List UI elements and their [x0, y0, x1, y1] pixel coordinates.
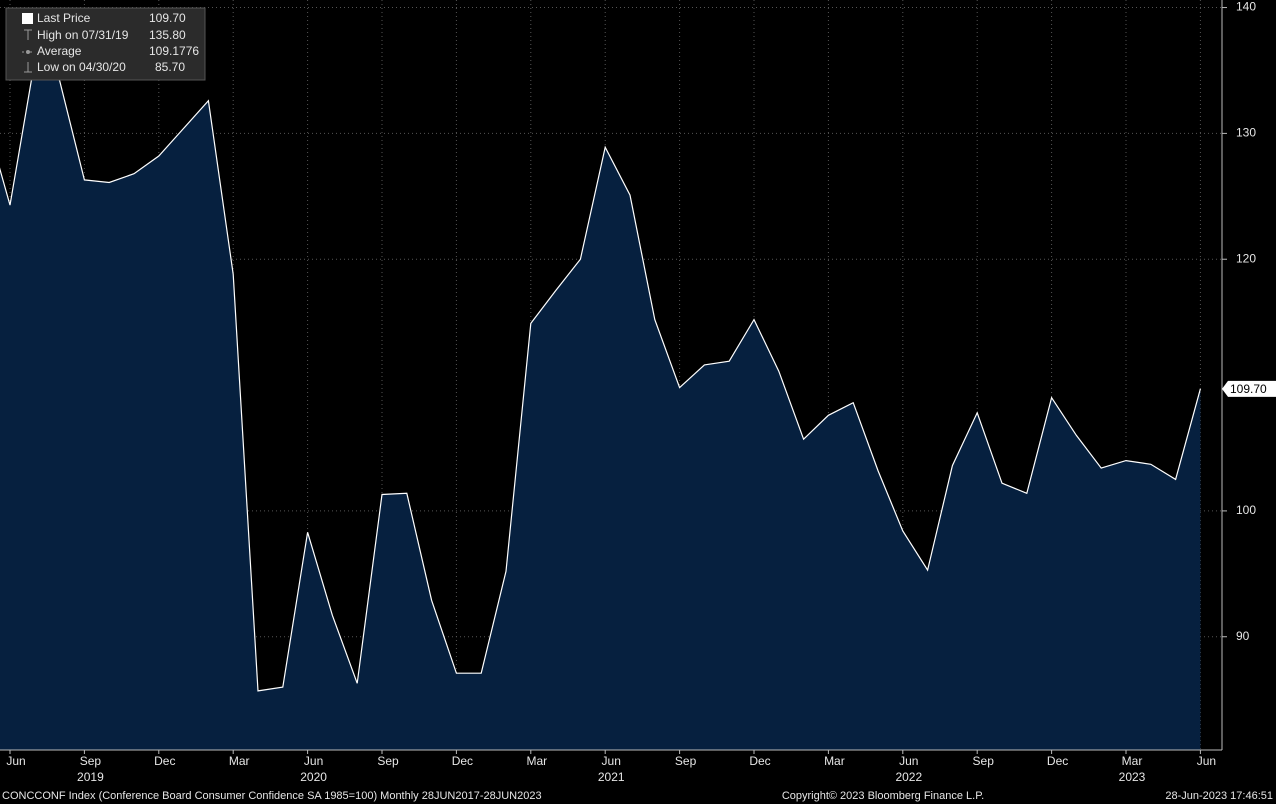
x-tick-label: Dec: [749, 754, 770, 768]
line: [0, 59, 1201, 692]
x-year-label: 2019: [77, 770, 104, 784]
x-tick-label: Mar: [1122, 754, 1143, 768]
x-tick-label: Jun: [6, 754, 25, 768]
legend-icon: [24, 62, 32, 73]
legend-value: 85.70: [155, 60, 185, 74]
x-tick-label: Jun: [304, 754, 323, 768]
legend-value: 109.1776: [149, 44, 199, 58]
y-tick-label: 100: [1236, 503, 1256, 517]
y-tick-label: 130: [1236, 126, 1256, 140]
x-tick-label: Mar: [229, 754, 250, 768]
y-tick-label: 120: [1236, 251, 1256, 265]
legend-label: Last Price: [37, 11, 91, 25]
x-tick-label: Dec: [452, 754, 473, 768]
x-tick-label: Dec: [154, 754, 175, 768]
footer-center: Copyright© 2023 Bloomberg Finance L.P.: [782, 790, 984, 802]
last-value-marker: [1222, 380, 1276, 397]
x-year-label: 2021: [598, 770, 625, 784]
x-year-label: 2020: [300, 770, 327, 784]
legend-label: High on 07/31/19: [37, 28, 129, 42]
axes: 90 100 120 130 140 Jun Sep Dec Mar Jun Sep Dec Mar Ju…: [6, 0, 1276, 784]
legend-icon: [26, 50, 30, 54]
x-tick-label: Jun: [602, 754, 621, 768]
legend-value: 109.70: [149, 11, 186, 25]
x-tick-label: Sep: [377, 754, 399, 768]
footer-left: CONCCONF Index (Conference Board Consume…: [2, 790, 542, 802]
x-year-label: 2023: [1119, 770, 1146, 784]
last-value-label: 109.70: [1230, 382, 1267, 396]
x-tick-label: Mar: [526, 754, 547, 768]
x-tick-label: Sep: [973, 754, 995, 768]
legend-label: Average: [37, 44, 82, 58]
x-tick-label: Sep: [675, 754, 697, 768]
legend-value: 135.80: [149, 28, 186, 42]
x-tick-label: Jun: [899, 754, 918, 768]
legend-icon: [24, 29, 32, 40]
y-tick-label: 90: [1236, 629, 1250, 643]
plot-area: [0, 59, 1201, 750]
x-tick-label: Dec: [1047, 754, 1068, 768]
area: [0, 60, 1201, 750]
x-tick-label: Jun: [1197, 754, 1216, 768]
y-tick-label: 140: [1236, 0, 1256, 14]
footer-right: 28-Jun-2023 17:46:51: [1165, 790, 1273, 802]
legend-box: [5, 7, 206, 81]
legend-label: Low on 04/30/20: [37, 60, 126, 74]
legend: Last Price 109.70 High on 07/31/19 135.8…: [5, 7, 206, 81]
x-tick-label: Mar: [824, 754, 845, 768]
x-tick-label: Sep: [80, 754, 102, 768]
x-year-label: 2022: [895, 770, 922, 784]
legend-swatch: [22, 13, 33, 24]
